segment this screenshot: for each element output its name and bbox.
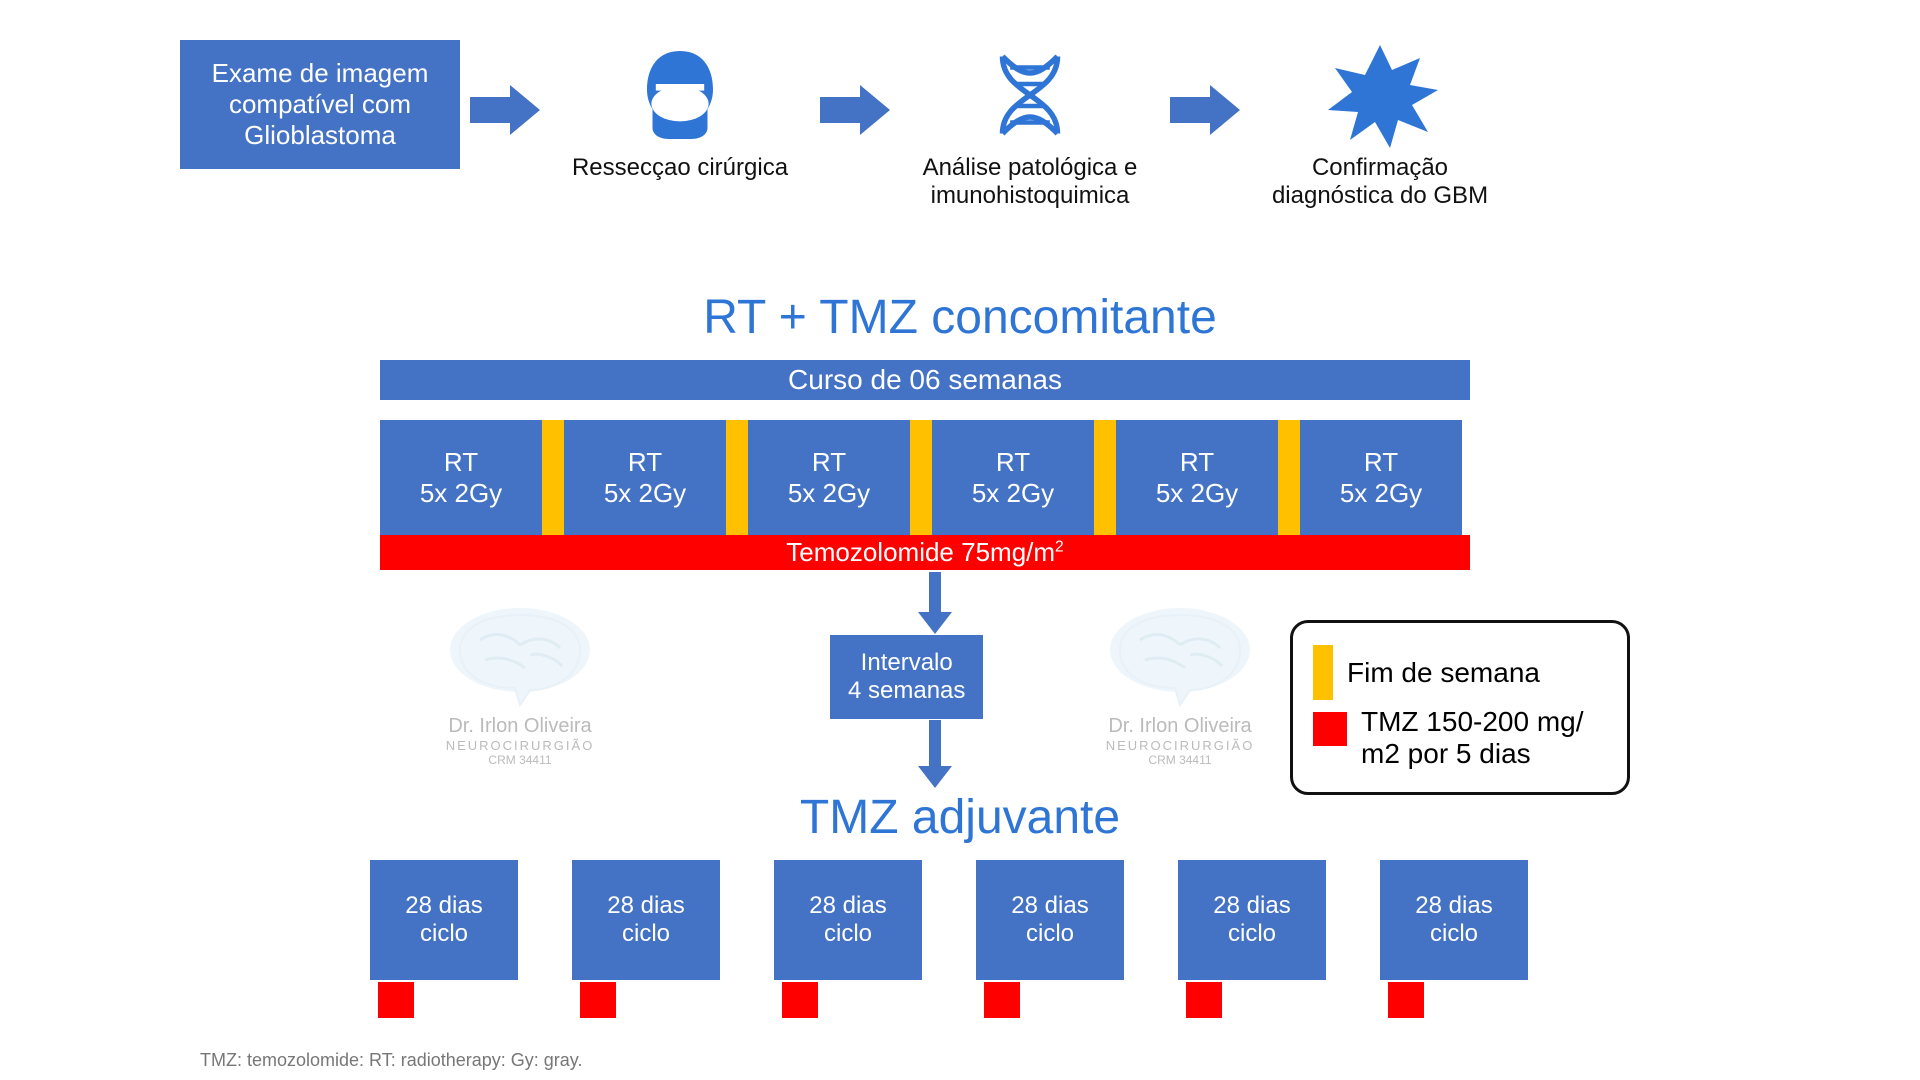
starburst-icon xyxy=(1320,40,1440,150)
cycle-box: 28 diasciclo xyxy=(774,860,922,980)
surgeon-head-icon xyxy=(625,40,735,150)
legend-box: Fim de semana TMZ 150-200 mg/ m2 por 5 d… xyxy=(1290,620,1630,795)
rt-cell-line1: RT xyxy=(1180,447,1214,478)
cycle-tmz-marker xyxy=(782,982,818,1018)
flow-step-confirmation-label: Confirmação diagnóstica do GBM xyxy=(1250,154,1510,210)
rt-week-cell: RT5x 2Gy xyxy=(564,420,726,535)
brain-icon xyxy=(1100,600,1260,710)
dna-icon xyxy=(975,40,1085,150)
cycle-line2: ciclo xyxy=(1430,920,1478,948)
rt-cell-line1: RT xyxy=(628,447,662,478)
rt-cell-line2: 5x 2Gy xyxy=(604,478,686,509)
weekend-gap xyxy=(910,420,932,535)
arrow-right-icon xyxy=(470,85,540,135)
legend-item-tmz: TMZ 150-200 mg/ m2 por 5 dias xyxy=(1313,706,1607,770)
tmz-concomitant-label: Temozolomide 75mg/m2 xyxy=(786,537,1063,567)
rt-cell-line1: RT xyxy=(996,447,1030,478)
flow-step-pathology-label: Análise patológica e imunohistoquimica xyxy=(900,154,1160,210)
legend-weekend-label: Fim de semana xyxy=(1347,657,1540,689)
brain-icon xyxy=(440,600,600,710)
weekend-gap xyxy=(726,420,748,535)
flow-step-imaging: Exame de imagem compatível com Glioblast… xyxy=(180,40,460,169)
watermark-sub: NEUROCIRURGIÃO xyxy=(440,738,600,753)
cycle-line2: ciclo xyxy=(622,920,670,948)
rt-week-cell: RT5x 2Gy xyxy=(748,420,910,535)
flow-step-imaging-label: Exame de imagem compatível com Glioblast… xyxy=(196,58,444,151)
down-arrow-1-icon xyxy=(918,572,952,634)
diagnostic-flow-row: Exame de imagem compatível com Glioblast… xyxy=(180,40,1860,210)
interval-line2: 4 semanas xyxy=(848,677,965,705)
cycle-tmz-marker xyxy=(1186,982,1222,1018)
cycle-box: 28 diasciclo xyxy=(1178,860,1326,980)
arrow-3 xyxy=(1170,40,1240,180)
cycle-line2: ciclo xyxy=(420,920,468,948)
weekend-gap xyxy=(1278,420,1300,535)
cycle-box: 28 diasciclo xyxy=(976,860,1124,980)
cycle-line2: ciclo xyxy=(1228,920,1276,948)
section2-title-text: TMZ adjuvante xyxy=(800,791,1120,844)
rt-week-cell: RT5x 2Gy xyxy=(932,420,1094,535)
arrow-right-icon xyxy=(1170,85,1240,135)
cycle-tmz-marker xyxy=(1388,982,1424,1018)
weekend-gap xyxy=(542,420,564,535)
flow-step-confirmation: Confirmação diagnóstica do GBM xyxy=(1250,40,1510,210)
legend-swatch-red xyxy=(1313,712,1347,746)
adjuvant-cycles-row: 28 diasciclo28 diasciclo28 diasciclo28 d… xyxy=(370,860,1528,980)
rt-cell-line2: 5x 2Gy xyxy=(1156,478,1238,509)
rt-cell-line2: 5x 2Gy xyxy=(788,478,870,509)
rt-cell-line2: 5x 2Gy xyxy=(1340,478,1422,509)
flow-step-surgery-label: Ressecçao cirúrgica xyxy=(572,154,788,182)
rt-cell-line1: RT xyxy=(1364,447,1398,478)
rt-cell-line2: 5x 2Gy xyxy=(972,478,1054,509)
section1-title-text: RT + TMZ concomitante xyxy=(703,291,1217,344)
interval-box: Intervalo 4 semanas xyxy=(830,635,983,719)
down-arrow-2-icon xyxy=(918,720,952,788)
abbreviation-footnote: TMZ: temozolomide: RT: radiotherapy: Gy:… xyxy=(200,1050,582,1071)
watermark: Dr. Irlon OliveiraNEUROCIRURGIÃOCRM 3441… xyxy=(440,600,600,767)
rt-week-cell: RT5x 2Gy xyxy=(1116,420,1278,535)
cycle-tmz-marker xyxy=(378,982,414,1018)
course-duration-bar: Curso de 06 semanas xyxy=(380,360,1470,400)
cycle-line2: ciclo xyxy=(1026,920,1074,948)
cycle-tmz-marker xyxy=(580,982,616,1018)
interval-line1: Intervalo xyxy=(848,649,965,677)
rt-cell-line2: 5x 2Gy xyxy=(420,478,502,509)
rt-cell-line1: RT xyxy=(812,447,846,478)
watermark: Dr. Irlon OliveiraNEUROCIRURGIÃOCRM 3441… xyxy=(1100,600,1260,767)
arrow-1 xyxy=(470,40,540,180)
weekend-gap xyxy=(1094,420,1116,535)
cycle-line1: 28 dias xyxy=(809,892,886,920)
cycle-line1: 28 dias xyxy=(607,892,684,920)
watermark-crm: CRM 34411 xyxy=(1100,753,1260,767)
arrow-right-icon xyxy=(820,85,890,135)
tmz-concomitant-bar: Temozolomide 75mg/m2 xyxy=(380,535,1470,570)
rt-week-cell: RT5x 2Gy xyxy=(1300,420,1462,535)
legend-tmz-label: TMZ 150-200 mg/ m2 por 5 dias xyxy=(1361,706,1584,770)
footnote-text: TMZ: temozolomide: RT: radiotherapy: Gy:… xyxy=(200,1050,582,1070)
rt-week-cell: RT5x 2Gy xyxy=(380,420,542,535)
cycle-box: 28 diasciclo xyxy=(572,860,720,980)
watermark-crm: CRM 34411 xyxy=(440,753,600,767)
flow-step-pathology: Análise patológica e imunohistoquimica xyxy=(900,40,1160,210)
course-duration-label: Curso de 06 semanas xyxy=(788,364,1062,395)
cycle-line1: 28 dias xyxy=(1415,892,1492,920)
watermark-sub: NEUROCIRURGIÃO xyxy=(1100,738,1260,753)
cycle-box: 28 diasciclo xyxy=(1380,860,1528,980)
rt-weeks-row: RT5x 2GyRT5x 2GyRT5x 2GyRT5x 2GyRT5x 2Gy… xyxy=(380,420,1462,535)
cycle-line1: 28 dias xyxy=(405,892,482,920)
watermark-name: Dr. Irlon Oliveira xyxy=(1100,715,1260,738)
cycle-box: 28 diasciclo xyxy=(370,860,518,980)
watermark-name: Dr. Irlon Oliveira xyxy=(440,715,600,738)
cycle-line1: 28 dias xyxy=(1011,892,1088,920)
cycle-line1: 28 dias xyxy=(1213,892,1290,920)
cycle-tmz-marker xyxy=(984,982,1020,1018)
arrow-2 xyxy=(820,40,890,180)
flow-step-surgery: Ressecçao cirúrgica xyxy=(550,40,810,182)
legend-item-weekend: Fim de semana xyxy=(1313,645,1607,700)
cycle-line2: ciclo xyxy=(824,920,872,948)
section2-title: TMZ adjuvante xyxy=(0,790,1920,845)
section1-title: RT + TMZ concomitante xyxy=(0,290,1920,345)
legend-swatch-yellow xyxy=(1313,645,1333,700)
rt-cell-line1: RT xyxy=(444,447,478,478)
